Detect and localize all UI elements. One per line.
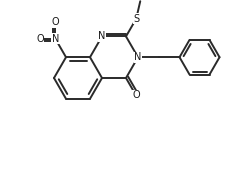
Text: O: O [132, 90, 140, 100]
Text: S: S [133, 14, 139, 24]
Text: O: O [36, 34, 44, 44]
Text: N: N [98, 31, 106, 41]
Text: N: N [134, 52, 142, 62]
Text: O: O [52, 17, 59, 27]
Text: N: N [52, 34, 59, 44]
